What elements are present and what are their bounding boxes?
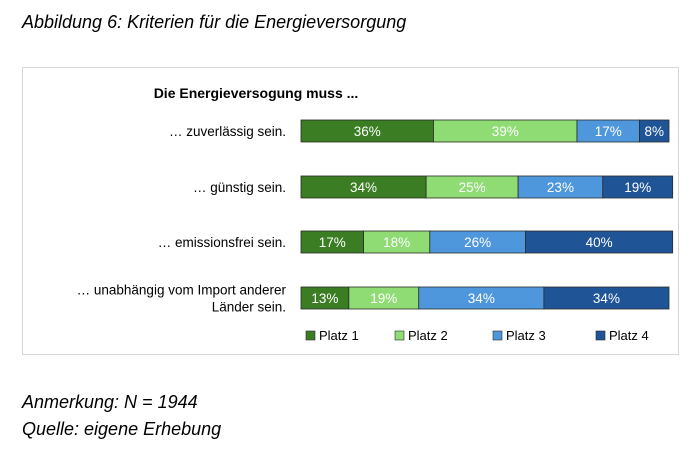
data-label: 13% <box>311 291 338 306</box>
bar-segment <box>602 175 674 199</box>
bars-group: 36% 39% 17% 8% 34% 25% 23% 19% 17% 18% 26% 40% 13% 19… <box>300 119 674 310</box>
data-label: 25% <box>459 180 486 195</box>
data-label: 17% <box>595 124 622 139</box>
data-label: 34% <box>350 180 377 195</box>
data-label: 17% <box>319 235 346 250</box>
bar-segment <box>639 119 670 143</box>
data-label: 26% <box>464 235 491 250</box>
legend-swatch <box>595 330 606 341</box>
chart-frame: Die Energieversogung muss ... 36% 39% 17% 8… <box>22 67 679 355</box>
data-label: 18% <box>383 235 410 250</box>
data-label: 34% <box>468 291 495 306</box>
category-labels: … zuverlässig sein. … günstig sein. … emis… <box>77 124 287 315</box>
data-label: 19% <box>370 291 397 306</box>
legend-label: Platz 4 <box>609 328 649 343</box>
legend-label: Platz 2 <box>408 328 448 343</box>
data-label: 39% <box>492 124 519 139</box>
category-label: … günstig sein. <box>193 180 286 195</box>
data-label: 23% <box>547 180 574 195</box>
data-label: 34% <box>593 291 620 306</box>
legend-label: Platz 3 <box>506 328 546 343</box>
data-label: 19% <box>624 180 651 195</box>
chart-legend: Platz 1 Platz 2 Platz 3 Platz 4 <box>305 328 649 343</box>
legend-swatch <box>394 330 405 341</box>
legend-swatch <box>305 330 316 341</box>
category-label: … emissionsfrei sein. <box>158 235 286 250</box>
bar-segment <box>525 230 674 254</box>
source-note: Quelle: eigene Erhebung <box>22 419 222 439</box>
figure-caption: Abbildung 6: Kriterien für die Energieve… <box>22 12 407 32</box>
data-label: 8% <box>645 124 665 139</box>
data-label: 40% <box>586 235 613 250</box>
legend-swatch <box>492 330 503 341</box>
category-label: Länder sein. <box>212 300 286 315</box>
bar-segment <box>543 286 670 310</box>
chart-title: Die Energieversogung muss ... <box>154 85 359 101</box>
legend-label: Platz 1 <box>319 328 359 343</box>
stacked-bar-chart: Die Energieversogung muss ... 36% 39% 17% 8… <box>77 85 674 343</box>
data-label: 36% <box>354 124 381 139</box>
category-label: … zuverlässig sein. <box>169 124 286 139</box>
category-label: … unabhängig vom Import anderer <box>77 283 287 298</box>
sample-note: Anmerkung: N = 1944 <box>22 392 198 412</box>
